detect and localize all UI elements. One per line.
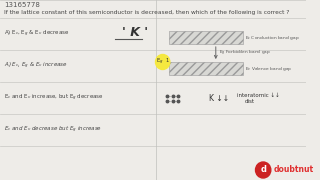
Text: E$_c$ and E$_v$ increase, but E$_g$ decrease: E$_c$ and E$_v$ increase, but E$_g$ decr… (4, 93, 104, 103)
Text: E$_g$ Forbidden band gap: E$_g$ Forbidden band gap (219, 49, 271, 57)
Bar (169, 31, 243, 44)
Text: E$_c$ Conduction band gap: E$_c$ Conduction band gap (245, 33, 300, 42)
Text: interatomic ↓↓: interatomic ↓↓ (237, 93, 280, 98)
Text: d: d (260, 165, 266, 174)
Text: If the lattice constant of this semiconductor is decreased, then which of the fo: If the lattice constant of this semicond… (4, 10, 289, 15)
Text: 13165778: 13165778 (4, 2, 40, 8)
Bar (169, 62, 243, 75)
Text: doubtnut: doubtnut (274, 165, 314, 174)
Text: E$_c$ and E$_v$ decrease but E$_g$ increase: E$_c$ and E$_v$ decrease but E$_g$ incre… (4, 125, 102, 135)
Circle shape (156, 55, 170, 69)
Text: dist: dist (245, 98, 255, 104)
Text: E$_g$  1: E$_g$ 1 (156, 57, 170, 67)
Text: E$_v$ Valence band gap: E$_v$ Valence band gap (245, 64, 292, 73)
Text: K ↓↓: K ↓↓ (209, 93, 229, 102)
Text: A) E$_c$, E$_g$ & E$_v$ increase: A) E$_c$, E$_g$ & E$_v$ increase (4, 61, 68, 71)
Circle shape (255, 162, 271, 178)
Text: A) E$_c$, E$_g$ & E$_v$ decrease: A) E$_c$, E$_g$ & E$_v$ decrease (4, 29, 69, 39)
Text: ' K ': ' K ' (123, 26, 148, 39)
